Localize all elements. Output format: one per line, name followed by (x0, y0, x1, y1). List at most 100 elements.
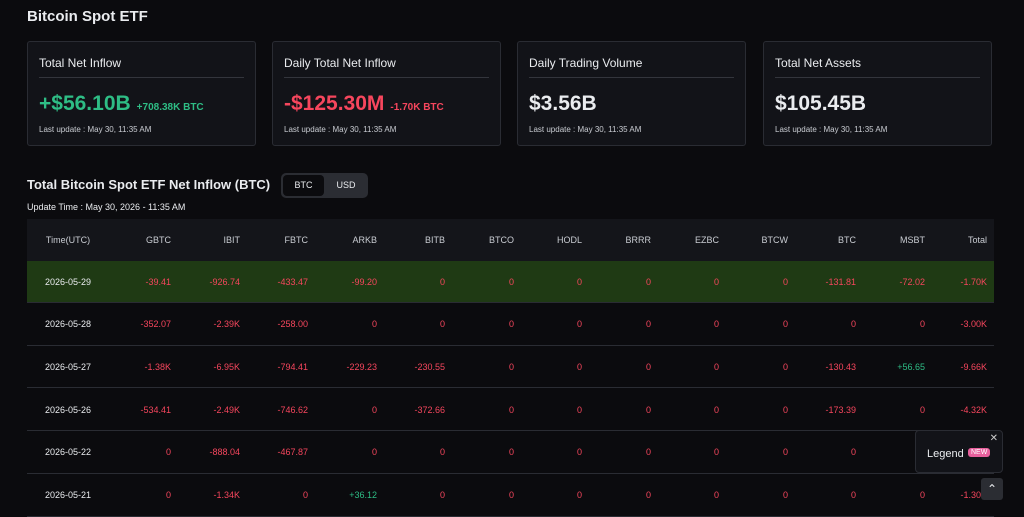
flow-cell: 0 (713, 490, 719, 500)
toggle-btc[interactable]: BTC (283, 175, 324, 196)
page-title: Bitcoin Spot ETF (27, 8, 148, 25)
table-row: 2026-05-28 -352.07 -2.39K -258.00 0 0 0 0 0 0 0 0 0 -… (27, 304, 994, 346)
flow-cell: 0 (645, 276, 651, 287)
toggle-usd[interactable]: USD (336, 180, 356, 190)
column-header: BTC (838, 235, 856, 245)
flow-cell: 0 (439, 490, 445, 500)
flow-cell: 0 (645, 490, 651, 500)
flow-cell: -926.74 (209, 276, 240, 287)
flow-cell: 0 (919, 319, 925, 330)
stat-card: Daily Total Net Inflow -$125.30M -1.70K BT… (272, 41, 501, 146)
flow-cell: -1.34K (213, 490, 240, 500)
column-header: HODL (556, 235, 582, 245)
flow-cell: 0 (645, 447, 651, 458)
scroll-top-button[interactable]: ⌃ (981, 478, 1003, 500)
card-sub-value: -1.70K BTC (390, 102, 444, 113)
card-sub-value: +708.38K BTC (136, 102, 204, 113)
flow-cell: 0 (713, 404, 719, 415)
column-header: GBTC (145, 235, 171, 245)
flow-cell: 0 (371, 404, 377, 415)
flow-cell: 0 (508, 319, 514, 330)
flow-cell: -3.00K (960, 319, 987, 330)
flow-cell: -6.95K (213, 361, 240, 372)
column-header: Total (967, 235, 987, 245)
flow-cell: 0 (508, 276, 514, 287)
date-cell: 2026-05-21 (44, 490, 92, 500)
divider (529, 77, 734, 78)
flow-cell: -130.43 (825, 361, 856, 372)
flow-cell: -72.02 (899, 276, 925, 287)
flow-cell: -2.39K (213, 319, 240, 330)
flow-cell: 0 (782, 490, 788, 500)
table-row: 2026-05-22 0 -888.04 -467.87 0 0 0 0 0 0 0 0 (27, 432, 994, 474)
flow-cell: 0 (782, 276, 788, 287)
card-title: Daily Trading Volume (529, 56, 643, 70)
flow-cell: 0 (782, 361, 788, 372)
column-header: BTCW (761, 235, 789, 245)
flow-cell: -1.70K (960, 276, 987, 287)
flow-cell: -467.87 (277, 447, 308, 458)
card-update: Last update : May 30, 11:35 AM (39, 125, 152, 134)
flow-cell: -230.55 (414, 361, 445, 372)
flow-cell: -1.38K (144, 361, 171, 372)
flow-cell: +36.12 (349, 490, 377, 500)
flow-cell: 0 (439, 319, 445, 330)
card-update: Last update : May 30, 11:35 AM (529, 125, 642, 134)
flow-cell: -229.23 (346, 361, 377, 372)
flow-cell: -433.47 (277, 276, 308, 287)
flow-cell: 0 (645, 361, 651, 372)
flow-cell: 0 (850, 490, 856, 500)
close-icon[interactable]: ✕ (989, 433, 998, 444)
divider (284, 77, 489, 78)
flow-cell: -39.41 (145, 276, 171, 287)
unit-toggle[interactable]: BTC USD (281, 173, 368, 198)
flow-cell: 0 (576, 447, 582, 458)
flow-cell: +56.65 (897, 361, 925, 372)
table-row: 2026-05-21 0 -1.34K 0 +36.12 0 0 0 0 0 0 0 0 -1.30K (27, 475, 994, 517)
flow-cell: 0 (371, 319, 377, 330)
card-value-row: $105.45B (775, 92, 866, 116)
flow-cell: 0 (576, 276, 582, 287)
card-value-row: $3.56B (529, 92, 597, 116)
section-title: Total Bitcoin Spot ETF Net Inflow (BTC) (27, 177, 271, 192)
column-header: BRRR (625, 235, 651, 245)
column-header: FBTC (284, 235, 309, 245)
stat-card: Total Net Assets $105.45B Last update : Ma… (763, 41, 992, 146)
flow-cell: 0 (645, 404, 651, 415)
flow-cell: 0 (165, 447, 171, 458)
stat-card: Daily Trading Volume $3.56B Last update : … (517, 41, 746, 146)
flow-cell: 0 (508, 404, 514, 415)
flow-cell: -4.32K (960, 404, 987, 415)
flow-cell: -888.04 (209, 447, 240, 458)
date-cell: 2026-05-26 (44, 404, 92, 415)
flow-cell: 0 (508, 361, 514, 372)
column-header: ARKB (352, 235, 377, 245)
flow-cell: -372.66 (414, 404, 445, 415)
flow-cell: 0 (782, 404, 788, 415)
card-value: $3.56B (529, 92, 597, 115)
date-cell: 2026-05-22 (44, 447, 92, 458)
card-value: +$56.10B (39, 92, 131, 115)
column-header: MSBT (899, 235, 925, 245)
flow-cell: -794.41 (277, 361, 308, 372)
flow-cell: 0 (439, 447, 445, 458)
flow-cell: 0 (576, 319, 582, 330)
flow-cell: 0 (713, 319, 719, 330)
flow-cell: -1.30K (960, 490, 987, 500)
card-update: Last update : May 30, 11:35 AM (775, 125, 888, 134)
card-update: Last update : May 30, 11:35 AM (284, 125, 397, 134)
card-title: Total Net Assets (775, 56, 862, 70)
flow-cell: 0 (713, 276, 719, 287)
flow-cell: 0 (713, 361, 719, 372)
flow-cell: -131.81 (825, 276, 856, 287)
legend-popup[interactable]: Legend NEW ✕ (915, 430, 1003, 473)
table-header: Time(UTC) GBTC IBIT FBTC ARKB BITB BTCO HODL BRR… (27, 219, 994, 261)
card-value-row: +$56.10B +708.38K BTC (39, 92, 204, 116)
flow-cell: 0 (713, 447, 719, 458)
flow-cell: 0 (782, 447, 788, 458)
column-header: EZBC (694, 235, 719, 245)
flow-cell: 0 (782, 319, 788, 330)
flow-cell: -2.49K (213, 404, 240, 415)
table-row: 2026-05-29 -39.41 -926.74 -433.47 -99.20 0 0 0 0… (27, 261, 994, 303)
flow-cell: -9.66K (960, 361, 987, 372)
